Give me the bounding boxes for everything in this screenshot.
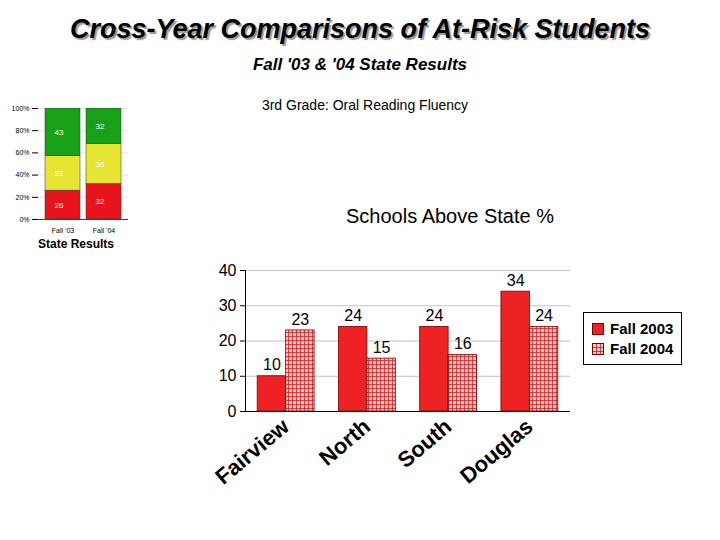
svg-text:0: 0	[228, 403, 237, 420]
html-text:3rd Grade: Oral Reading Fluenc: 3rd Grade: Oral Reading Fluency	[261, 97, 469, 113]
html-text:Fall 2004: Fall 2004	[610, 340, 674, 357]
svg-text:15: 15	[373, 339, 391, 356]
svg-text:30: 30	[219, 297, 237, 314]
svg-text:24: 24	[535, 307, 553, 324]
svg-text:26: 26	[55, 201, 64, 210]
svg-text:60%: 60%	[15, 149, 29, 156]
svg-text:20: 20	[219, 332, 237, 349]
svg-text:24: 24	[344, 307, 362, 324]
svg-text:34: 34	[507, 272, 525, 289]
svg-text:20%: 20%	[15, 194, 29, 201]
svg-text:16: 16	[454, 335, 472, 352]
svg-text:36: 36	[96, 160, 105, 169]
svg-text:10: 10	[219, 367, 237, 384]
svg-text:31: 31	[55, 169, 64, 178]
svg-text:Douglas: Douglas	[455, 414, 538, 489]
svg-text:Fall '04: Fall '04	[93, 227, 115, 234]
html-text:Fall 2003: Fall 2003	[610, 320, 674, 337]
svg-text:40: 40	[219, 262, 237, 279]
svg-text:0%: 0%	[19, 216, 29, 223]
svg-text:100%: 100%	[12, 105, 30, 112]
svg-text:32: 32	[96, 197, 105, 206]
svg-text:Fall '03: Fall '03	[52, 227, 74, 234]
html-text:State Results: State Results	[38, 237, 114, 251]
svg-text:43: 43	[55, 128, 64, 137]
svg-text:23: 23	[291, 311, 309, 328]
svg-text:North: North	[314, 414, 375, 471]
svg-text:South: South	[393, 414, 457, 473]
svg-text:80%: 80%	[15, 127, 29, 134]
svg-text:10: 10	[263, 356, 281, 373]
html-text:Schools Above State %: Schools Above State %	[346, 205, 554, 227]
svg-text:24: 24	[426, 307, 444, 324]
svg-text:32: 32	[96, 122, 105, 131]
html-text:Fall '03 & '04 State Results: Fall '03 & '04 State Results	[253, 55, 467, 74]
svg-text:Fairview: Fairview	[210, 413, 294, 489]
svg-text:40%: 40%	[15, 171, 29, 178]
html-text:Cross-Year Comparisons of At-R: Cross-Year Comparisons of At-Risk Studen…	[69, 14, 650, 44]
